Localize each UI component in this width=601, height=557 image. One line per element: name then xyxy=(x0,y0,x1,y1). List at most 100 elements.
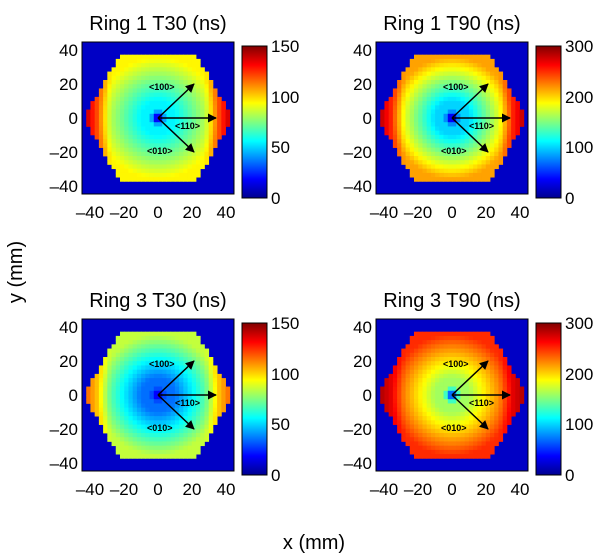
heatmap-cell xyxy=(485,92,491,98)
heatmap-cell xyxy=(166,433,172,438)
heatmap-cell xyxy=(187,373,193,379)
heatmap-cell xyxy=(187,335,193,341)
heatmap-cell xyxy=(120,160,125,165)
heatmap-cell xyxy=(414,454,419,459)
heatmap-cell xyxy=(128,58,134,64)
heatmap-cell xyxy=(149,331,155,337)
heatmap-cell xyxy=(170,126,176,132)
heatmap-cell xyxy=(494,420,499,425)
heatmap-cell xyxy=(153,420,159,425)
heatmap-cell xyxy=(103,101,108,106)
heatmap-cell xyxy=(494,122,499,127)
heatmap-cell xyxy=(422,63,428,68)
heatmap-cell xyxy=(447,139,453,144)
heatmap-cell xyxy=(200,151,205,157)
heatmap-cell xyxy=(426,416,432,421)
heatmap-cell xyxy=(212,373,218,379)
heatmap-cell xyxy=(115,403,121,409)
heatmap-cell xyxy=(187,96,193,102)
y-tick-label: –20 xyxy=(344,143,372,162)
heatmap-cell xyxy=(477,92,482,98)
heatmap-cell xyxy=(179,172,184,178)
heatmap-cell xyxy=(435,428,440,434)
heatmap-cell xyxy=(187,352,193,358)
heatmap-cell xyxy=(221,109,226,115)
heatmap-cell xyxy=(401,437,406,442)
heatmap-cell xyxy=(132,399,138,404)
heatmap-cell xyxy=(145,118,150,123)
heatmap-cell xyxy=(124,122,129,127)
heatmap-cell xyxy=(136,331,142,337)
heatmap-cell xyxy=(124,390,129,396)
heatmap-cell xyxy=(473,441,478,447)
heatmap-cell xyxy=(158,160,163,165)
heatmap-cell xyxy=(183,105,188,110)
heatmap-cell xyxy=(204,348,210,354)
heatmap-cell xyxy=(170,143,176,148)
heatmap-cell xyxy=(439,80,444,85)
heatmap-cell xyxy=(422,416,428,421)
heatmap-cell xyxy=(149,365,155,371)
heatmap-cell xyxy=(162,331,167,337)
heatmap-cell xyxy=(456,164,461,170)
heatmap-cell xyxy=(435,386,440,392)
heatmap-cell xyxy=(468,101,474,106)
heatmap-cell xyxy=(204,373,210,379)
heatmap-cell xyxy=(136,428,142,434)
heatmap-cell xyxy=(145,126,150,132)
heatmap-cell xyxy=(174,88,180,94)
heatmap-cell xyxy=(388,386,394,392)
heatmap-cell xyxy=(502,365,508,371)
heatmap-cell xyxy=(149,335,155,341)
heatmap-cell xyxy=(409,348,415,354)
heatmap-cell xyxy=(426,331,432,337)
heatmap-cell xyxy=(481,105,487,110)
heatmap-cell xyxy=(460,122,466,127)
heatmap-cell xyxy=(191,160,197,165)
heatmap-cell xyxy=(103,143,108,148)
y-tick-label: 0 xyxy=(69,109,78,128)
heatmap-cell xyxy=(111,352,117,358)
heatmap-cell xyxy=(132,445,138,451)
heatmap-cell xyxy=(158,54,163,60)
heatmap-cell xyxy=(511,96,516,102)
heatmap-cell xyxy=(464,156,470,161)
heatmap-cell xyxy=(430,71,436,77)
heatmap-cell xyxy=(107,386,112,392)
heatmap-cell xyxy=(187,109,193,115)
heatmap-cell xyxy=(405,395,411,400)
heatmap-cell xyxy=(502,420,508,425)
heatmap-cell xyxy=(120,390,125,396)
heatmap-cell xyxy=(481,54,487,60)
heatmap-cell xyxy=(212,134,218,140)
heatmap-cell xyxy=(409,126,415,132)
heatmap-cell xyxy=(435,177,440,182)
heatmap-cell xyxy=(460,454,466,459)
x-tick-label: –40 xyxy=(76,480,104,499)
heatmap-cell xyxy=(426,164,432,170)
heatmap-plot xyxy=(375,41,529,195)
heatmap-cell xyxy=(174,441,180,447)
heatmap-cell xyxy=(149,58,155,64)
heatmap-cell xyxy=(145,369,150,375)
heatmap-cell xyxy=(498,416,504,421)
colorbar-gradient xyxy=(535,322,562,476)
heatmap-cell xyxy=(153,399,159,404)
heatmap-cell xyxy=(477,139,482,144)
heatmap-cell xyxy=(430,143,436,148)
heatmap-cell xyxy=(392,407,398,413)
heatmap-cell xyxy=(149,344,155,349)
heatmap-cell xyxy=(418,147,423,153)
heatmap-cell xyxy=(187,130,193,136)
heatmap-cell xyxy=(217,373,222,379)
heatmap-cell xyxy=(191,109,197,115)
heatmap-cell xyxy=(468,352,474,358)
heatmap-cell xyxy=(477,407,482,413)
heatmap-cell xyxy=(166,407,172,413)
heatmap-cell xyxy=(191,122,197,127)
heatmap-cell xyxy=(464,373,470,379)
heatmap-cell xyxy=(132,344,138,349)
heatmap-cell xyxy=(153,172,159,178)
heatmap-cell xyxy=(422,369,428,375)
heatmap-cell xyxy=(443,373,449,379)
